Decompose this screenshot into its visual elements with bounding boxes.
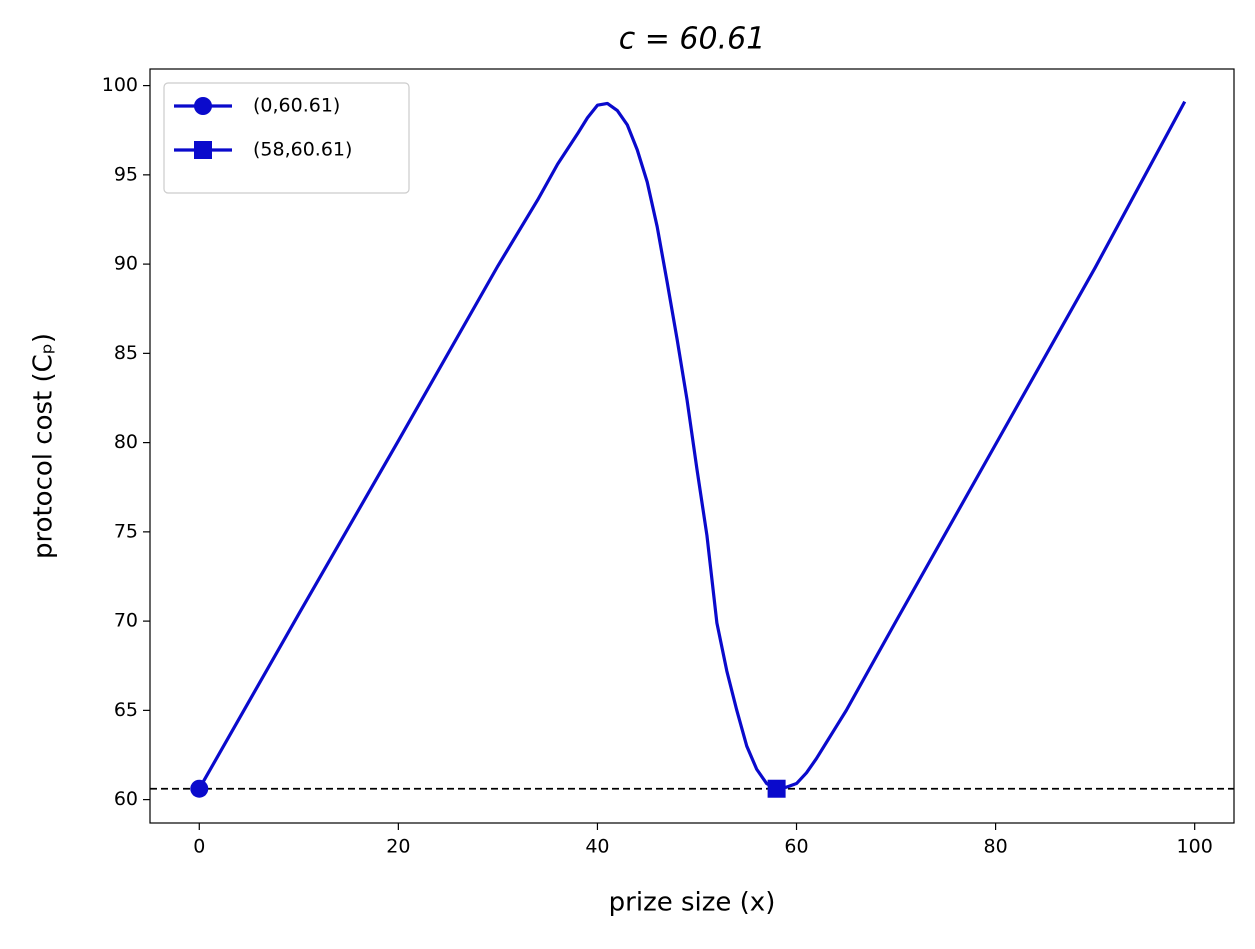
y-tick-label: 95 bbox=[114, 163, 138, 185]
x-tick-label: 80 bbox=[984, 836, 1008, 858]
legend-box bbox=[163, 82, 410, 194]
y-tick-label: 65 bbox=[114, 699, 138, 721]
data-point bbox=[767, 779, 786, 798]
x-tick-label: 0 bbox=[193, 836, 205, 858]
legend-label: (0,60.61) bbox=[253, 95, 340, 117]
chart-title: c = 60.61 bbox=[619, 22, 766, 57]
y-axis-label: protocol cost (Cₚ) bbox=[29, 333, 59, 559]
y-tick-label: 60 bbox=[114, 788, 138, 810]
y-tick-label: 80 bbox=[114, 431, 138, 453]
x-axis-label: prize size (x) bbox=[609, 888, 776, 918]
legend-label: (58,60.61) bbox=[253, 139, 352, 161]
x-tick-label: 40 bbox=[585, 836, 609, 858]
x-tick-label: 100 bbox=[1177, 836, 1213, 858]
y-tick-label: 75 bbox=[114, 520, 138, 542]
legend-marker bbox=[194, 141, 212, 159]
data-point bbox=[190, 779, 209, 798]
x-tick-label: 20 bbox=[386, 836, 410, 858]
data-line bbox=[197, 100, 1187, 791]
y-tick-label: 100 bbox=[102, 74, 138, 96]
x-tick-label: 60 bbox=[784, 836, 808, 858]
y-tick-label: 90 bbox=[114, 253, 138, 275]
plot-frame bbox=[149, 68, 1235, 824]
y-tick-label: 85 bbox=[114, 342, 138, 364]
legend-marker bbox=[194, 97, 212, 115]
y-tick-label: 70 bbox=[114, 610, 138, 632]
